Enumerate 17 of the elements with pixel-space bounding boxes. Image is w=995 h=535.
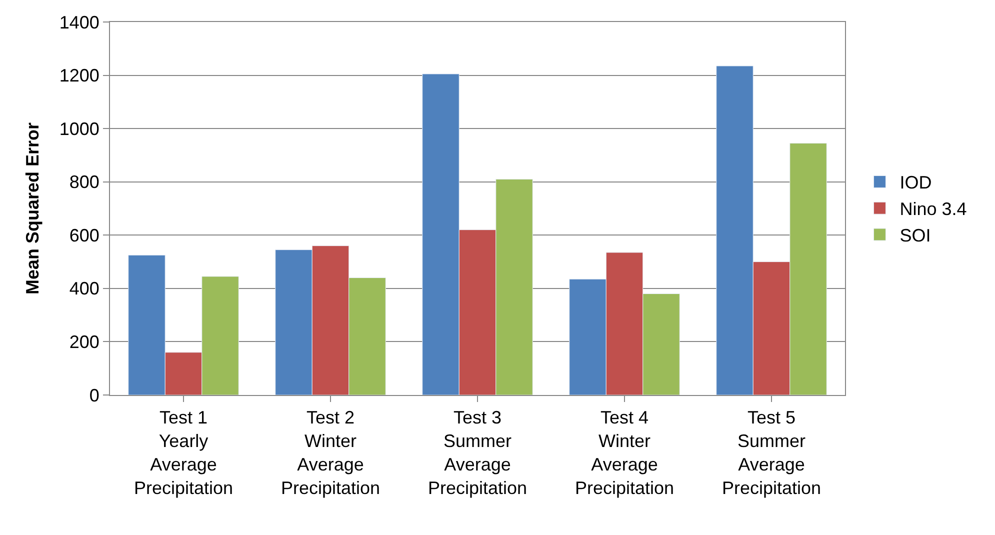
x-tick-label: Test 4 Winter Average Precipitation: [574, 408, 674, 498]
legend-label: IOD: [900, 172, 932, 193]
x-tick-label: Test 5 Summer Average Precipitation: [722, 408, 822, 498]
x-tick-label: Test 3 Summer Average Precipitation: [428, 408, 528, 498]
y-tick-label: 200: [69, 332, 100, 352]
y-tick-label: 0: [89, 385, 100, 406]
y-tick-label: 1200: [59, 66, 100, 86]
y-tick-label: 800: [69, 172, 100, 192]
y-axis-title: Mean Squared Error: [22, 122, 43, 295]
y-tick-label: 600: [69, 225, 100, 246]
x-tick-label: Test 2 Winter Average Precipitation: [280, 408, 380, 498]
x-tick-label: Test 1 Yearly Average Precipitation: [134, 408, 234, 498]
legend-label: SOI: [900, 226, 931, 246]
y-tick-label: 1400: [59, 12, 100, 32]
legend-label: Nino 3.4: [900, 199, 967, 220]
y-tick-label: 400: [69, 278, 100, 299]
y-tick-label: 1000: [59, 118, 100, 139]
